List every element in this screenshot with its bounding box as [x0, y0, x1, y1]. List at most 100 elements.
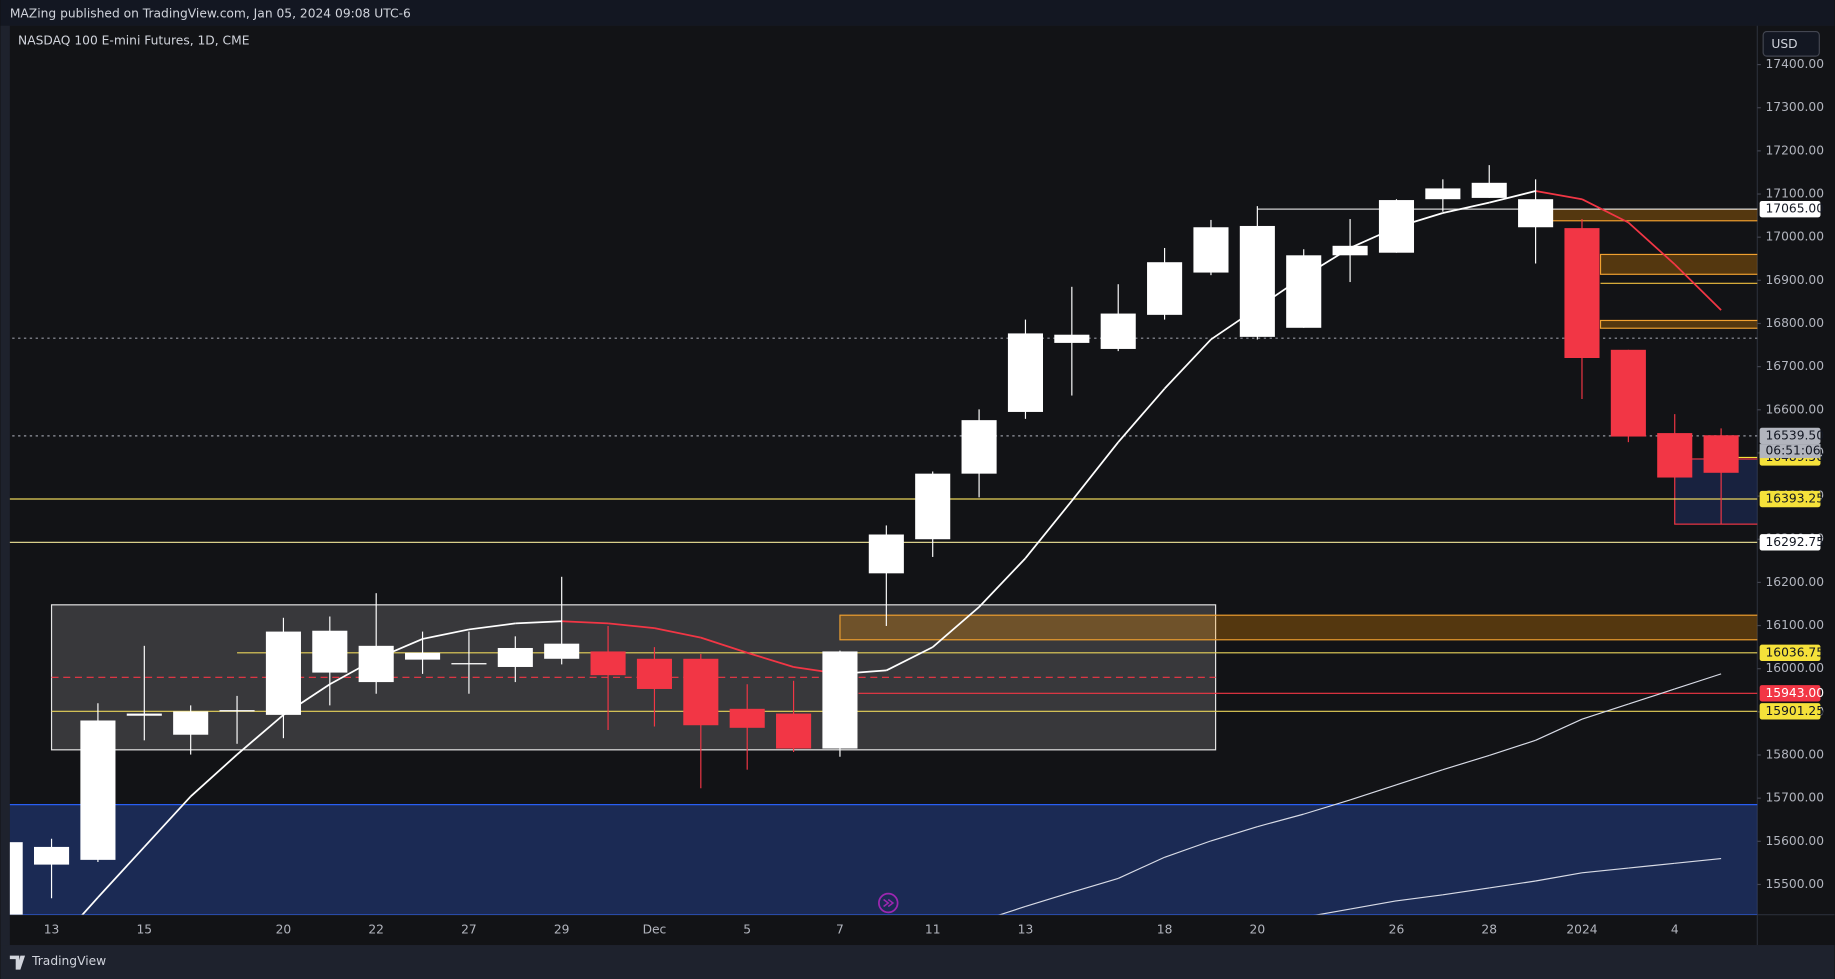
- moving-average: [561, 620, 609, 625]
- candle-body: [544, 643, 580, 659]
- price-label: 16393.25: [1765, 492, 1824, 506]
- countdown: 06:51:06: [1765, 444, 1820, 458]
- candle-body: [173, 711, 209, 735]
- moving-average: [746, 651, 794, 668]
- moving-average: [190, 753, 238, 798]
- x-tick-label: 29: [554, 922, 570, 936]
- candle-body: [1564, 228, 1600, 359]
- moving-average: [468, 622, 516, 631]
- y-tick-label: 15800.00: [1765, 748, 1824, 762]
- moving-average: [1442, 754, 1490, 771]
- moving-average: [1349, 784, 1397, 801]
- candle-body: [1378, 200, 1415, 253]
- moving-average: [1164, 840, 1212, 858]
- moving-average: [143, 795, 192, 848]
- x-tick-label: 15: [136, 922, 152, 936]
- candle-body: [312, 630, 348, 673]
- moving-average: [1674, 673, 1722, 690]
- y-tick-label: 16000.00: [1765, 661, 1824, 675]
- candle-body: [1518, 199, 1554, 228]
- x-tick-label: 22: [368, 922, 384, 936]
- moving-average: [1627, 221, 1676, 266]
- moving-average: [932, 606, 980, 648]
- x-tick-label: 13: [1018, 922, 1034, 936]
- candle-body: [776, 713, 812, 749]
- y-tick-label: 16100.00: [1765, 618, 1824, 632]
- time-axis: [9, 914, 1758, 946]
- moving-average: [97, 846, 145, 899]
- moving-average: [998, 905, 1026, 915]
- y-tick-label: 15600.00: [1765, 834, 1824, 848]
- zone: [9, 804, 1758, 915]
- moving-average: [1489, 190, 1536, 204]
- candle-body: [683, 658, 719, 726]
- price-label-box: [1759, 200, 1821, 218]
- candle-body: [961, 420, 997, 474]
- moving-average: [1396, 769, 1444, 786]
- x-tick-label: Dec: [643, 922, 667, 936]
- candle-body: [1657, 433, 1693, 478]
- y-tick-label: 16200.00: [1765, 575, 1824, 589]
- publisher: MAZing published on TradingView.com, Jan…: [10, 7, 411, 21]
- top-bar: [0, 0, 1835, 26]
- candle-body: [126, 713, 162, 716]
- y-tick-label: 16800.00: [1765, 316, 1824, 330]
- moving-average: [1489, 880, 1536, 889]
- moving-average: [1024, 500, 1073, 559]
- zone: [1599, 253, 1758, 275]
- x-tick-label: 28: [1481, 922, 1497, 936]
- moving-average: [1535, 190, 1583, 201]
- countdown-box: [1759, 444, 1821, 459]
- moving-average: [515, 620, 562, 625]
- moving-average: [1674, 263, 1722, 311]
- moving-average: [1442, 887, 1490, 896]
- moving-average: [1581, 867, 1629, 874]
- candle-body: [1425, 188, 1461, 200]
- replay-icon-arrow: [883, 898, 895, 908]
- moving-average: [1025, 891, 1073, 908]
- moving-average: [978, 557, 1027, 608]
- price-label-box: [1759, 490, 1821, 508]
- candle-body: [358, 645, 394, 683]
- y-tick-label: 17400.00: [1765, 57, 1824, 71]
- moving-average: [1257, 813, 1304, 828]
- price-label: 16036.75: [1765, 645, 1824, 659]
- candle-body: [729, 708, 765, 728]
- moving-average: [1489, 739, 1536, 756]
- moving-average: [1349, 900, 1397, 910]
- candle-body: [34, 846, 70, 865]
- moving-average: [236, 714, 285, 756]
- logo: [9, 955, 26, 970]
- price-label: 15901.25: [1765, 704, 1824, 718]
- candle-body: [1100, 313, 1136, 349]
- y-tick-label: 17300.00: [1765, 100, 1824, 114]
- candle-body: [1703, 435, 1739, 473]
- candle-body: [822, 651, 858, 749]
- y-tick-label: 16600.00: [1765, 402, 1824, 416]
- x-tick-label: 18: [1157, 922, 1173, 936]
- candle-body: [405, 652, 441, 660]
- candle-body: [1286, 255, 1322, 328]
- y-tick-label: 17200.00: [1765, 143, 1824, 157]
- price-label: 15943.00: [1765, 686, 1824, 700]
- plot-area: [9, 25, 1758, 915]
- candle-body: [9, 842, 23, 915]
- candle-body: [80, 720, 116, 860]
- price-label-box: [1759, 534, 1821, 551]
- candle-body: [868, 534, 904, 574]
- y-tick-label: 15700.00: [1765, 791, 1824, 805]
- y-tick-label: 16700.00: [1765, 359, 1824, 373]
- y-tick-label: 15500.00: [1765, 877, 1824, 891]
- currency[interactable]: USD: [1771, 37, 1797, 51]
- price-label-box: [1759, 644, 1821, 662]
- moving-average: [1628, 862, 1675, 869]
- zone: [839, 614, 1758, 641]
- price-label: 17065.00: [1765, 202, 1824, 216]
- price-label-box: [1759, 685, 1821, 702]
- moving-average: [1210, 826, 1258, 842]
- replay-icon[interactable]: [878, 892, 899, 914]
- moving-average: [1163, 338, 1212, 390]
- currency-box[interactable]: [1762, 30, 1820, 57]
- candle-body: [265, 631, 301, 715]
- moving-average: [1628, 688, 1675, 705]
